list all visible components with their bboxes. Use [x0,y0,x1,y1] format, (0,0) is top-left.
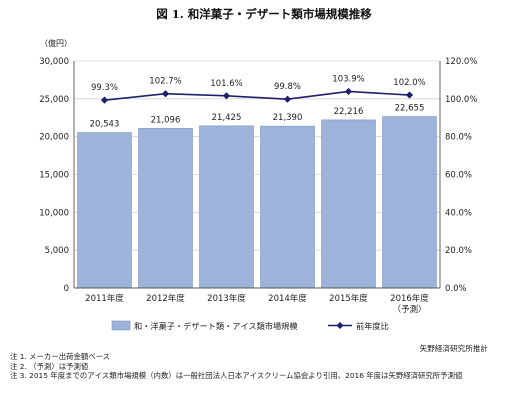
right-tick-label: 20.0% [445,246,472,256]
right-tick-label: 40.0% [445,208,472,218]
left-axis-unit: （億円） [40,38,72,48]
x-tick-label: 2012年度 [146,293,185,304]
line-labels: 99.3% 102.7% 101.6% 99.8% 103.9% 102.0% [91,74,426,93]
line-series [100,87,414,104]
line-path [104,90,410,101]
chart: （億円） 20,543 21,096 21,425 21,390 22,216 22,65… [39,38,477,331]
line-value-label: 99.8% [274,82,301,92]
chart-title: 図 1. 和洋菓子・デザート類市場規模推移 [156,7,372,21]
legend-line-marker [336,322,344,329]
right-tick-label: 60.0% [445,171,472,181]
line-point [283,95,292,103]
source-credit: 矢野経済研究所推計 [419,344,488,353]
right-tick-label: 100.0% [445,95,477,105]
legend-bar-swatch [111,320,131,331]
bar [382,116,437,289]
x-tick-label: 2011年度 [85,293,124,304]
legend-line-label: 前年度比 [356,321,389,331]
x-tick-label: 2015年度 [329,293,368,304]
note-2: 注 2. （予測）は予測値 [10,361,89,371]
line-value-label: 99.3% [91,83,118,93]
axes [73,61,441,289]
right-tick-label: 120.0% [445,57,477,67]
line-point [222,92,231,100]
left-tick-label: 25,000 [39,95,69,105]
line-point [344,87,353,96]
bar-labels: 20,543 21,096 21,425 21,390 22,216 22,655 [90,104,425,130]
legend: 和・洋菓子・デザート類・アイス類市場規模 前年度比 [111,320,389,331]
bar [77,132,132,289]
left-tick-label: 0 [64,284,69,294]
bar-value-label: 21,096 [151,115,181,125]
right-tick-label: 0.0% [445,284,467,294]
left-tick-label: 15,000 [39,171,69,181]
line-point [161,90,170,98]
x-tick-label: 2013年度 [207,293,246,304]
bar-value-label: 22,216 [334,107,364,117]
line-point [405,91,414,99]
right-tick-label: 80.0% [445,133,472,143]
line-value-label: 102.7% [149,77,181,87]
notes: 注 1. メーカー出荷金額ベース 注 2. （予測）は予測値 注 3. 2015… [10,352,520,381]
x-axis-ticks: 2011年度 2012年度 2013年度 2014年度 2015年度 2016年度（予測） [85,293,429,315]
grid [74,60,440,251]
line-value-label: 103.9% [332,74,364,84]
left-tick-label: 10,000 [39,208,69,218]
x-tick-label: （予測） [392,304,426,315]
bar-value-label: 21,390 [273,113,303,123]
line-value-label: 101.6% [210,79,242,89]
right-axis-ticks: 0.0% 20.0% 40.0% 60.0% 80.0% 100.0% 120.0% [445,57,477,294]
legend-bar-label: 和・洋菓子・デザート類・アイス類市場規模 [134,321,298,331]
bar-series [77,116,437,289]
line-value-label: 102.0% [393,78,425,88]
bar-value-label: 21,425 [212,113,242,123]
bar [321,119,376,289]
left-tick-label: 30,000 [39,57,69,67]
line-point [100,96,109,104]
left-tick-label: 5,000 [45,246,69,256]
bar [138,128,193,289]
note-3: 注 3. 2015 年度までのアイス類市場規模（内数）は一般社団法人日本アイスク… [10,371,463,381]
left-tick-label: 20,000 [39,133,69,143]
bar-value-label: 20,543 [90,120,120,130]
bar [199,125,254,289]
bar-value-label: 22,655 [395,104,425,114]
note-1: 注 1. メーカー出荷金額ベース [10,352,111,361]
x-tick-label: 2016年度 [390,293,429,304]
x-tick-label: 2014年度 [268,293,307,304]
bar [260,125,315,289]
left-axis-ticks: 0 5,000 10,000 15,000 20,000 25,000 30,000 [39,57,69,294]
